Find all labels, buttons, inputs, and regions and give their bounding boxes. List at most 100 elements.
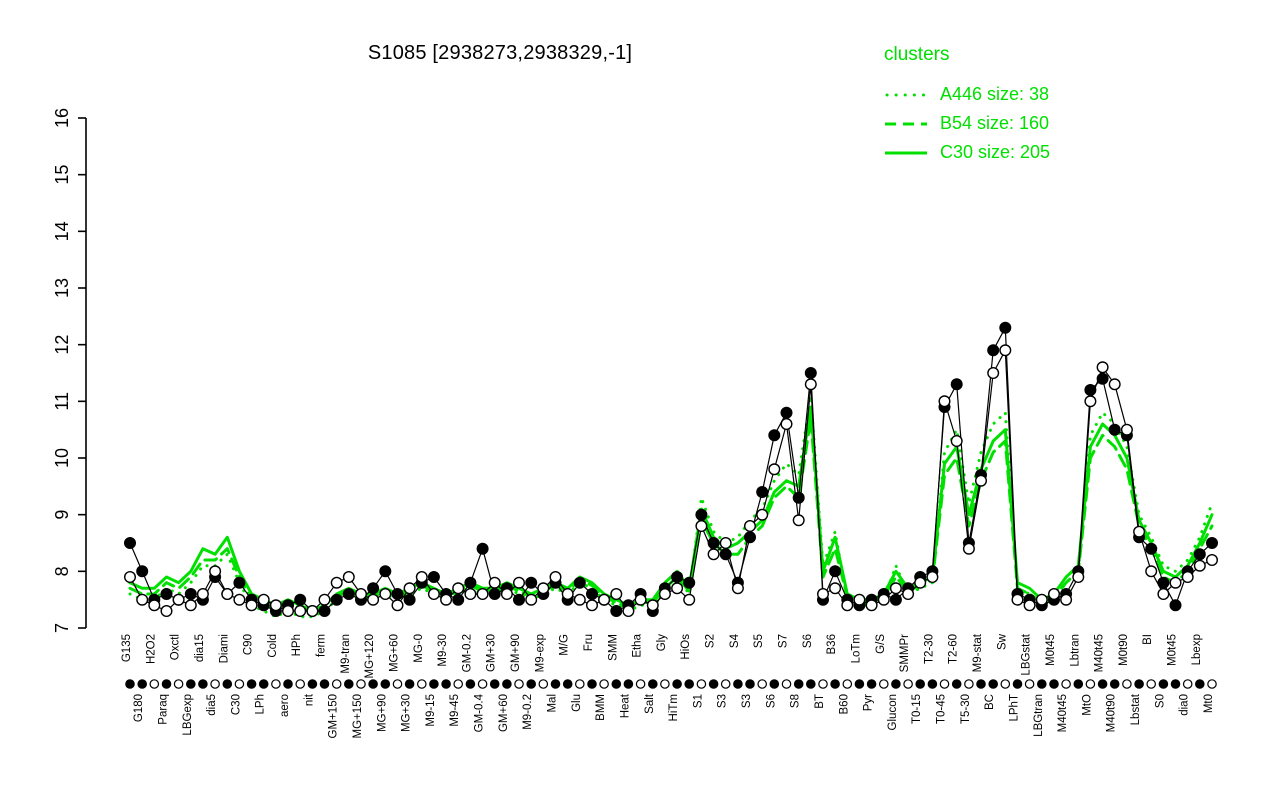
y-tick-label: 14 [52, 221, 72, 241]
data-point-open [355, 588, 368, 601]
legend-entry-label: A446 size: 38 [940, 84, 1050, 104]
data-point-open [318, 593, 331, 606]
x-tick-label: S7 [777, 634, 789, 648]
x-tick-label: Oxctl [170, 634, 182, 660]
data-point-open [671, 582, 684, 595]
data-point-open [780, 418, 793, 431]
data-point-open [476, 588, 489, 601]
x-tick-label: GM+90 [510, 634, 522, 672]
data-point-filled [318, 605, 331, 618]
axis-marker-filled [1049, 679, 1059, 689]
data-point-filled [367, 582, 380, 595]
data-point-open [1108, 378, 1121, 391]
axis-marker-filled [708, 679, 719, 689]
profile-points-open [123, 344, 1218, 618]
data-point-open [549, 571, 562, 584]
axis-marker-filled [319, 679, 330, 689]
x-tick-label: B36 [826, 634, 838, 654]
data-point-open [294, 605, 307, 618]
data-point-open [865, 599, 878, 612]
x-tick-label: Etha [632, 633, 644, 657]
axis-marker-filled [769, 679, 780, 689]
data-point-open [391, 599, 404, 612]
data-point-filled [513, 593, 526, 606]
data-point-filled [695, 508, 708, 521]
data-point-open [427, 588, 440, 601]
x-tick-label: B60 [838, 694, 850, 714]
axis-marker-open [1207, 679, 1217, 689]
x-tick-label: dia15 [194, 634, 206, 662]
x-tick-label: LoTm [850, 634, 862, 663]
data-point-open [513, 576, 526, 589]
axis-marker-filled [489, 679, 500, 689]
data-point-open [792, 514, 805, 527]
data-point-open [1096, 361, 1109, 374]
x-tick-label: Gly [656, 634, 668, 652]
data-point-filled [950, 378, 963, 391]
data-point-open [719, 537, 732, 550]
axis-marker-filled [502, 679, 512, 689]
data-point-open [488, 576, 501, 589]
axis-marker-open [416, 679, 427, 689]
data-point-open [658, 588, 671, 601]
axis-marker-filled [283, 679, 293, 689]
axis-marker-open [842, 679, 853, 689]
axis-marker-open [331, 679, 342, 689]
axis-marker-filled [988, 679, 998, 689]
x-tick-label: S8 [790, 694, 802, 708]
axis-marker-filled [976, 679, 986, 689]
axis-marker-filled [1012, 679, 1023, 689]
data-point-open [999, 344, 1012, 357]
axis-marker-filled [465, 679, 476, 689]
x-tick-label: Diami [218, 634, 230, 663]
axis-marker-filled [429, 679, 439, 689]
x-tick-label: G/S [875, 634, 887, 654]
axis-marker-open [599, 679, 609, 689]
x-tick-label: C30 [230, 694, 242, 715]
x-tick-label: Cold [267, 634, 279, 658]
x-tick-label: GM+150 [328, 694, 340, 738]
axis-marker-filled [623, 679, 634, 689]
data-point-open [1157, 588, 1170, 601]
x-tick-label: Lbstat [1130, 693, 1142, 725]
data-point-open [196, 588, 209, 601]
data-point-filled [1108, 423, 1121, 436]
data-point-open [987, 367, 1000, 380]
data-point-filled [987, 344, 1000, 357]
x-tick-label: T2-30 [923, 634, 935, 664]
profile-line-filled [129, 327, 1213, 612]
axis-marker-open [514, 679, 524, 689]
x-tick-label: S1 [692, 694, 704, 708]
data-point-open [172, 593, 185, 606]
x-tick-label: nit [303, 693, 315, 706]
data-point-open [1011, 593, 1024, 606]
axis-marker-open [453, 679, 463, 689]
x-tick-label: LBGexp [182, 694, 194, 736]
x-tick-label: M9-stat [972, 633, 984, 672]
data-point-open [1133, 525, 1146, 538]
y-tick-label: 12 [52, 335, 72, 355]
axis-marker-filled [1097, 679, 1108, 689]
axis-marker-open [1146, 679, 1156, 689]
x-tick-label: LPhT [1008, 694, 1020, 722]
data-point-filled [744, 531, 757, 544]
data-point-open [1072, 571, 1085, 584]
x-tick-label: M0t45 [1045, 634, 1057, 666]
chart-title: S1085 [2938273,2938329,-1] [367, 42, 633, 64]
x-tick-label: H2O2 [145, 634, 157, 664]
x-tick-label: M40t45 [1094, 634, 1106, 672]
data-point-open [804, 378, 817, 391]
axis-marker-open [295, 679, 305, 689]
x-tick-label: M9-15 [425, 694, 437, 727]
data-point-open [1193, 559, 1206, 572]
x-tick-label: Lbexp [1191, 634, 1203, 665]
axis-marker-open [964, 679, 974, 689]
data-point-filled [379, 565, 392, 578]
axis-marker-filled [1037, 679, 1047, 689]
data-point-open [1120, 423, 1133, 436]
data-point-open [756, 508, 769, 521]
data-point-open [634, 593, 647, 606]
x-tick-label: M40t45 [1057, 694, 1069, 732]
axis-marker-filled [550, 679, 561, 689]
data-point-filled [586, 588, 599, 601]
